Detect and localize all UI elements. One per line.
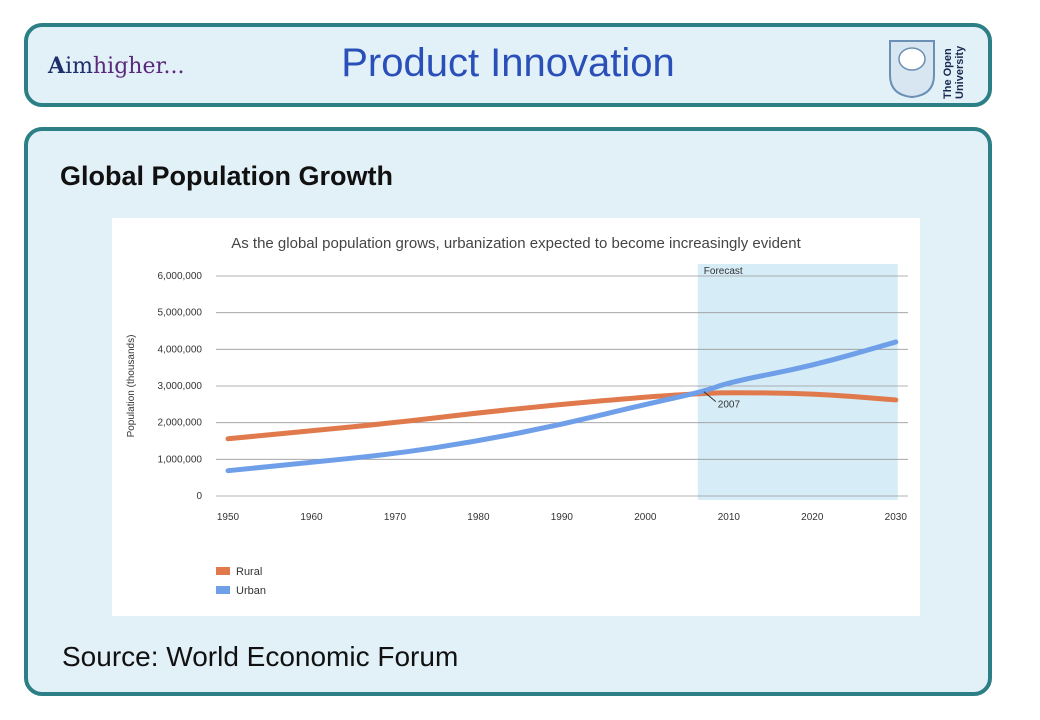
open-university-shield-icon — [889, 40, 935, 99]
logo-higher-text: higher... — [92, 54, 185, 79]
slide-title: Product Innovation — [341, 41, 675, 85]
legend-swatch-urban — [216, 586, 230, 594]
y-tick-label: 5,000,000 — [158, 308, 203, 319]
open-university-logo: The Open University — [886, 35, 974, 99]
x-tick-label: 2010 — [718, 512, 741, 523]
legend-label-rural: Rural — [236, 566, 262, 578]
header-panel: Aimhigher... Product Innovation The Open… — [24, 23, 992, 107]
ou-line1: The Open — [942, 48, 954, 99]
x-tick-label: 2020 — [801, 512, 824, 523]
x-tick-label: 1970 — [384, 512, 407, 523]
aimhigher-logo: Aimhigher... — [48, 53, 185, 79]
y-tick-label: 2,000,000 — [158, 418, 203, 429]
x-tick-label: 1950 — [217, 512, 240, 523]
y-tick-label: 3,000,000 — [158, 381, 203, 392]
chart-container: As the global population grows, urbaniza… — [112, 218, 920, 616]
y-axis-label: Population (thousands) — [126, 335, 137, 438]
open-university-wordmark: The Open University — [942, 35, 976, 99]
section-heading: Global Population Growth — [60, 161, 393, 191]
source-caption: Source: World Economic Forum — [62, 641, 459, 672]
forecast-label: Forecast — [704, 266, 743, 277]
y-tick-label: 0 — [196, 491, 202, 502]
chart-title: As the global population grows, urbaniza… — [231, 235, 801, 252]
x-tick-label: 1980 — [467, 512, 490, 523]
y-tick-label: 4,000,000 — [158, 344, 203, 355]
y-tick-label: 1,000,000 — [158, 454, 203, 465]
logo-aim-letter: A — [48, 53, 66, 79]
series-line-urban — [225, 339, 899, 474]
annotation-2007: 2007 — [718, 400, 741, 411]
logo-aim-text: im — [65, 54, 93, 79]
y-tick-label: 6,000,000 — [158, 271, 203, 282]
x-tick-label: 2030 — [885, 512, 908, 523]
series-line-rural — [225, 390, 899, 442]
legend-swatch-rural — [216, 567, 230, 575]
legend-label-urban: Urban — [236, 585, 266, 597]
x-tick-label: 1960 — [300, 512, 323, 523]
annotation-pointer — [703, 391, 717, 403]
x-tick-label: 2000 — [634, 512, 657, 523]
x-tick-label: 1990 — [551, 512, 574, 523]
ou-line2: University — [954, 45, 966, 99]
population-chart: As the global population grows, urbaniza… — [126, 235, 908, 597]
